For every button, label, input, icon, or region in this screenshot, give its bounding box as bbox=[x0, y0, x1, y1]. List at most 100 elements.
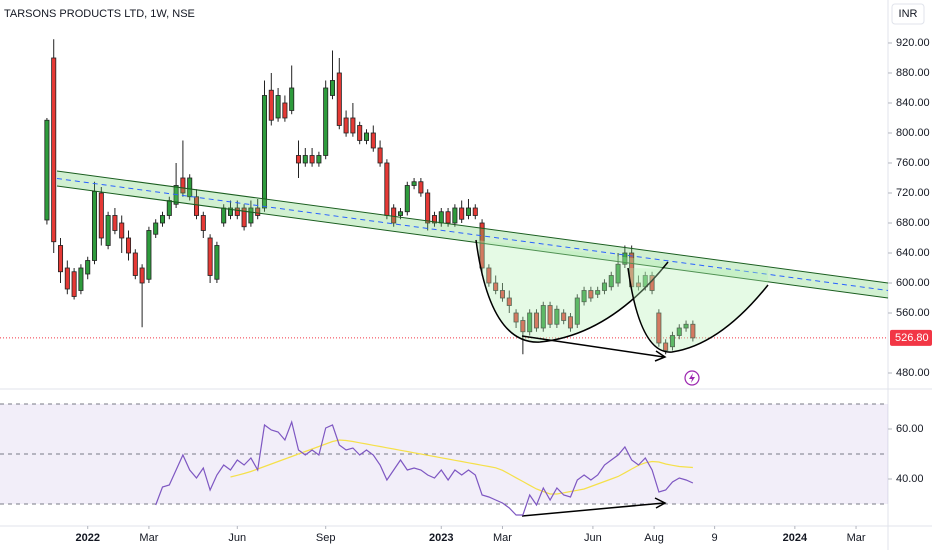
candle-body bbox=[438, 211, 444, 224]
candle-body bbox=[690, 323, 696, 339]
channel-lower bbox=[56, 185, 889, 299]
y-tick-label: 720.00 bbox=[896, 187, 930, 199]
divergence-arrow bbox=[521, 335, 665, 358]
candle-body bbox=[255, 207, 261, 216]
candle-body bbox=[656, 312, 662, 344]
candle-body bbox=[323, 87, 329, 156]
candle-body bbox=[479, 222, 485, 269]
candle-body bbox=[241, 207, 247, 228]
candle-body bbox=[547, 305, 553, 325]
x-tick-label: Jun bbox=[584, 532, 602, 544]
channel-upper bbox=[56, 170, 889, 284]
x-tick-label: Sep bbox=[316, 532, 336, 544]
candle-body bbox=[329, 80, 335, 96]
candle-body bbox=[248, 207, 254, 224]
y-tick-label: 680.00 bbox=[896, 217, 930, 229]
candle-body bbox=[302, 155, 308, 164]
candle-body bbox=[85, 260, 91, 275]
candle-body bbox=[44, 119, 50, 221]
candle-body bbox=[153, 222, 159, 235]
x-tick-label: 2024 bbox=[783, 532, 808, 544]
x-tick-label: Jun bbox=[228, 532, 246, 544]
candle-body bbox=[370, 132, 376, 149]
x-tick-label: Mar bbox=[493, 532, 512, 544]
candle-body bbox=[282, 102, 288, 119]
event-icon-bolt[interactable] bbox=[689, 373, 695, 383]
rsi-y-tick-label: 60.00 bbox=[896, 423, 924, 435]
candle-body bbox=[663, 342, 669, 351]
candle-body bbox=[445, 211, 451, 224]
candle-body bbox=[316, 155, 322, 164]
candle-body bbox=[506, 297, 512, 306]
rsi-line bbox=[155, 419, 694, 516]
candle-body bbox=[261, 95, 268, 209]
y-tick-label: 480.00 bbox=[896, 367, 930, 379]
candle-body bbox=[289, 87, 295, 111]
y-tick-label: 920.00 bbox=[896, 37, 930, 49]
candle-body bbox=[207, 237, 213, 276]
candle-body bbox=[105, 215, 111, 246]
candle-body bbox=[126, 237, 132, 254]
y-tick-label: 760.00 bbox=[896, 157, 930, 169]
candle-body bbox=[472, 207, 478, 216]
candle-body bbox=[601, 282, 607, 291]
candle-body bbox=[513, 312, 519, 323]
candle-body bbox=[459, 207, 465, 220]
rsi-ma-line bbox=[230, 439, 693, 495]
currency[interactable]: INR bbox=[899, 8, 918, 20]
cup-left bbox=[475, 239, 669, 343]
candle-body bbox=[574, 297, 580, 325]
candle-body bbox=[193, 196, 200, 216]
candle-body bbox=[622, 252, 628, 265]
candle-body bbox=[452, 207, 458, 224]
last-price-label: 526.80 bbox=[895, 332, 929, 344]
y-tick-label: 640.00 bbox=[896, 247, 930, 259]
candle-body bbox=[343, 117, 349, 134]
candle-body bbox=[58, 245, 64, 273]
arrow-head bbox=[654, 497, 667, 509]
candle-body bbox=[615, 263, 621, 284]
candle-body bbox=[431, 215, 437, 224]
candle-body bbox=[336, 72, 342, 126]
candle-body bbox=[493, 282, 499, 291]
candle-body bbox=[214, 245, 220, 280]
candle-body bbox=[465, 207, 471, 216]
candle-body bbox=[608, 275, 614, 288]
candle-body bbox=[520, 320, 526, 333]
candle-body bbox=[268, 89, 274, 121]
candle-body bbox=[139, 267, 145, 284]
candle-body bbox=[363, 132, 369, 141]
x-tick-label: Mar bbox=[847, 532, 866, 544]
y-tick-label: 560.00 bbox=[896, 307, 930, 319]
candle-body bbox=[146, 230, 152, 280]
candle-body bbox=[540, 305, 546, 329]
candle-body bbox=[676, 327, 682, 336]
candle-body bbox=[527, 312, 533, 333]
rsi-y-tick-label: 40.00 bbox=[896, 473, 924, 485]
y-tick-label: 880.00 bbox=[896, 67, 930, 79]
candle-body bbox=[166, 200, 172, 216]
candle-body bbox=[669, 335, 675, 348]
candle-body bbox=[581, 290, 587, 303]
candle-body bbox=[499, 290, 505, 299]
x-tick-label: Mar bbox=[139, 532, 158, 544]
currency-box[interactable] bbox=[891, 3, 925, 25]
candle-body bbox=[384, 162, 390, 216]
candle-body bbox=[187, 177, 193, 198]
arrow-head bbox=[654, 350, 667, 362]
candle-body bbox=[180, 177, 186, 194]
cup2-fill bbox=[628, 268, 768, 353]
candle-body bbox=[234, 207, 240, 216]
candle-body bbox=[200, 215, 206, 231]
y-tick-label: 840.00 bbox=[896, 97, 930, 109]
candle-body bbox=[98, 192, 104, 239]
candle-body bbox=[221, 207, 227, 224]
candle-body bbox=[132, 252, 138, 276]
candle-body bbox=[159, 215, 166, 224]
candle-body bbox=[350, 117, 356, 134]
candle-body bbox=[567, 316, 573, 329]
candle-body bbox=[227, 207, 234, 216]
channel-mid bbox=[56, 178, 889, 291]
candle-body bbox=[397, 211, 403, 216]
